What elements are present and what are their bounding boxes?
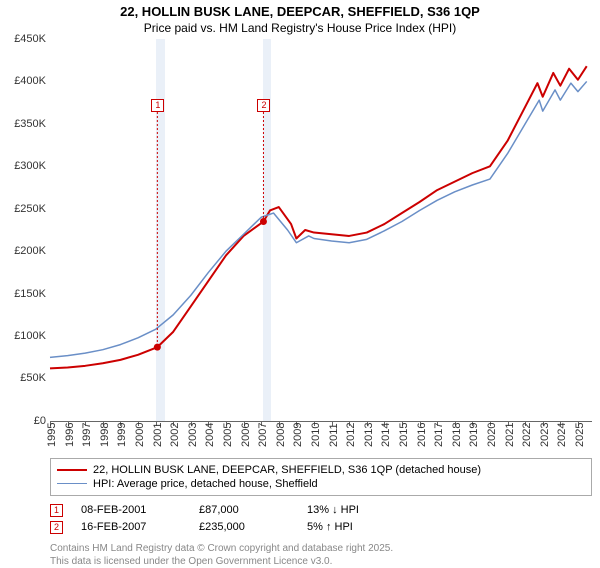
y-axis-label: £100K [2,330,46,342]
x-axis-label: 1999 [116,422,128,446]
legend-swatch [57,469,87,471]
series-line [50,66,587,368]
legend-box: 22, HOLLIN BUSK LANE, DEEPCAR, SHEFFIELD… [50,458,592,496]
y-axis-label: £150K [2,288,46,300]
x-axis-label: 2008 [275,422,287,446]
event-marker-dot [260,218,267,225]
y-axis-label: £350K [2,118,46,130]
event-row: 2 16-FEB-2007 £235,000 5% ↑ HPI [50,519,592,536]
legend-swatch [57,483,87,484]
legend-item: HPI: Average price, detached house, Shef… [57,477,585,491]
event-delta: 13% ↓ HPI [307,504,359,516]
event-marker-dot [154,344,161,351]
x-axis-label: 2013 [363,422,375,446]
event-price: £235,000 [199,521,289,533]
x-axis-label: 2010 [310,422,322,446]
x-axis-label: 2025 [574,422,586,446]
x-axis-label: 2011 [328,423,340,447]
x-axis-label: 2021 [504,422,516,446]
chart-footer: 22, HOLLIN BUSK LANE, DEEPCAR, SHEFFIELD… [50,458,592,568]
x-axis-label: 2017 [433,422,445,446]
x-axis-label: 2001 [152,422,164,446]
legend-item: 22, HOLLIN BUSK LANE, DEEPCAR, SHEFFIELD… [57,463,585,477]
x-axis-label: 2023 [539,422,551,446]
x-axis-label: 1996 [64,422,76,446]
chart-container: 22, HOLLIN BUSK LANE, DEEPCAR, SHEFFIELD… [0,0,600,560]
x-axis-label: 2015 [398,422,410,446]
x-axis-label: 2018 [451,422,463,446]
x-axis-label: 2004 [204,422,216,446]
event-date: 08-FEB-2001 [81,504,181,516]
x-axis-label: 1995 [46,422,58,446]
x-axis-label: 2024 [556,422,568,446]
x-axis-label: 2019 [468,422,480,446]
legend-label: HPI: Average price, detached house, Shef… [93,478,318,490]
x-axis-label: 2009 [292,422,304,446]
x-axis-label: 2020 [486,422,498,446]
legend-label: 22, HOLLIN BUSK LANE, DEEPCAR, SHEFFIELD… [93,464,481,476]
event-number-box: 1 [50,504,63,517]
chart-subtitle: Price paid vs. HM Land Registry's House … [0,21,600,39]
y-axis-label: £250K [2,203,46,215]
x-axis-label: 2022 [521,422,533,446]
credits: Contains HM Land Registry data © Crown c… [50,542,592,568]
event-row: 1 08-FEB-2001 £87,000 13% ↓ HPI [50,502,592,519]
x-axis-label: 2006 [240,422,252,446]
series-line [50,81,587,357]
y-axis-label: £50K [2,372,46,384]
y-axis-label: £450K [2,33,46,45]
chart-title: 22, HOLLIN BUSK LANE, DEEPCAR, SHEFFIELD… [0,0,600,21]
event-marker-box: 1 [151,99,164,112]
event-price: £87,000 [199,504,289,516]
y-axis-label: £400K [2,75,46,87]
credits-line1: Contains HM Land Registry data © Crown c… [50,542,592,555]
x-axis-label: 2000 [134,422,146,446]
x-axis-label: 2005 [222,422,234,446]
x-axis-label: 2002 [169,422,181,446]
event-marker-box: 2 [257,99,270,112]
x-axis-label: 1997 [81,422,93,446]
x-axis-label: 2003 [187,422,199,446]
chart-lines-svg [50,39,592,421]
x-axis-label: 1998 [99,422,111,446]
y-axis-label: £300K [2,160,46,172]
chart-plot-area: £0£50K£100K£150K£200K£250K£300K£350K£400… [50,39,592,422]
event-number-box: 2 [50,521,63,534]
x-axis-label: 2016 [416,422,428,446]
x-axis-label: 2007 [257,422,269,446]
x-axis-label: 2012 [345,422,357,446]
events-table: 1 08-FEB-2001 £87,000 13% ↓ HPI 2 16-FEB-2007… [50,502,592,536]
event-delta: 5% ↑ HPI [307,521,353,533]
y-axis-label: £0 [2,415,46,427]
x-axis-label: 2014 [380,422,392,446]
credits-line2: This data is licensed under the Open Gov… [50,555,592,568]
event-date: 16-FEB-2007 [81,521,181,533]
y-axis-label: £200K [2,245,46,257]
